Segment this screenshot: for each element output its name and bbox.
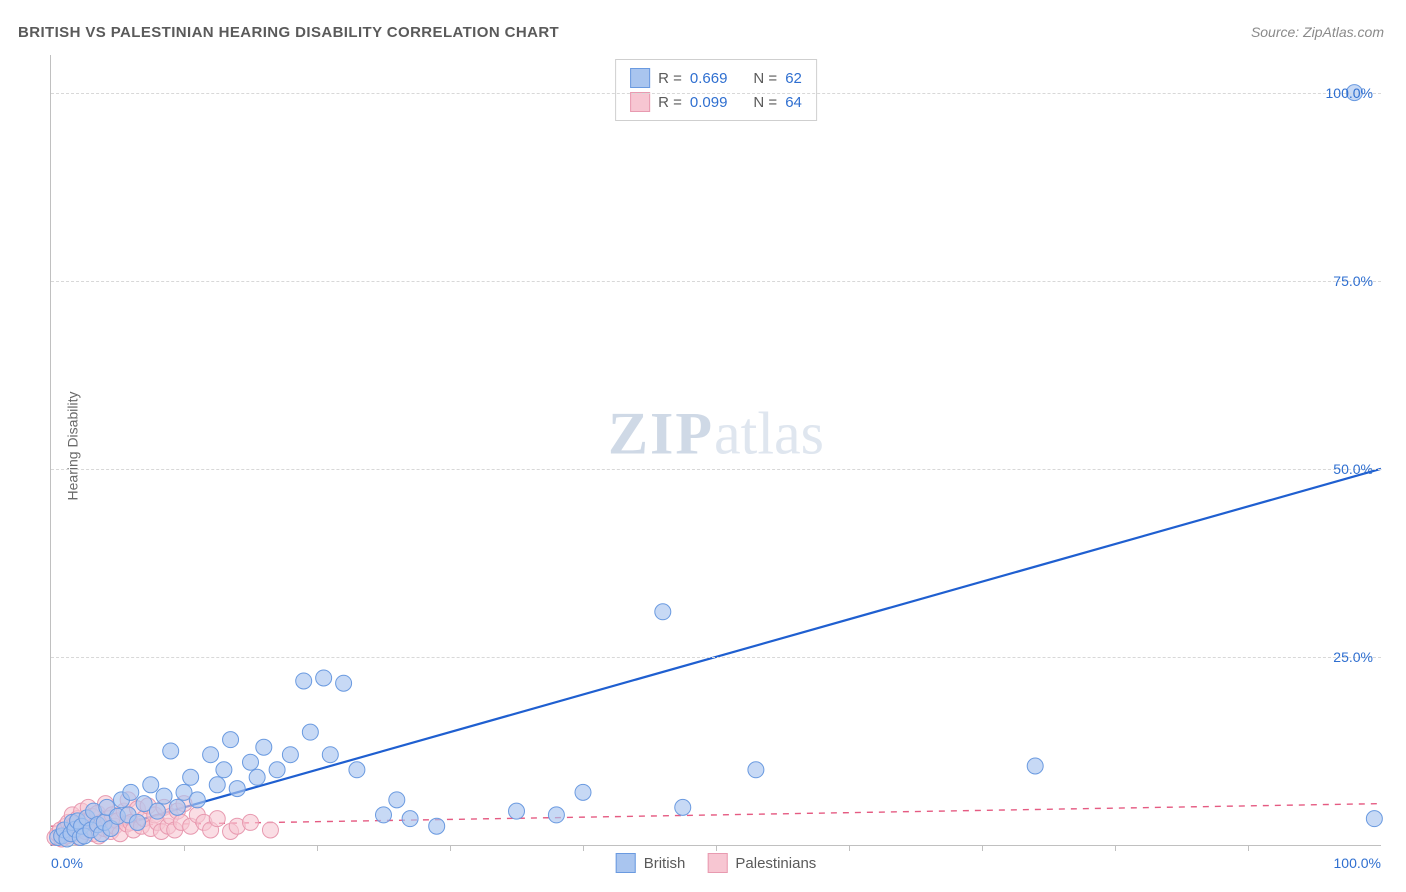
gridline bbox=[51, 469, 1381, 470]
data-point bbox=[349, 762, 365, 778]
data-point bbox=[748, 762, 764, 778]
legend-swatch bbox=[616, 853, 636, 873]
data-point bbox=[575, 784, 591, 800]
data-point bbox=[243, 754, 259, 770]
x-tick bbox=[184, 845, 185, 851]
data-point bbox=[163, 743, 179, 759]
data-point bbox=[189, 792, 205, 808]
data-point bbox=[262, 822, 278, 838]
legend-label: British bbox=[644, 855, 686, 872]
data-point bbox=[216, 762, 232, 778]
data-point bbox=[129, 814, 145, 830]
data-point bbox=[169, 799, 185, 815]
legend-swatch bbox=[707, 853, 727, 873]
data-point bbox=[1366, 811, 1382, 827]
gridline bbox=[51, 281, 1381, 282]
x-tick bbox=[1248, 845, 1249, 851]
x-tick bbox=[982, 845, 983, 851]
data-point bbox=[1027, 758, 1043, 774]
data-point bbox=[336, 675, 352, 691]
plot-area: ZIPatlas R =0.669N =62R =0.099N =64 Brit… bbox=[50, 55, 1381, 846]
legend-item: Palestinians bbox=[707, 853, 816, 873]
data-point bbox=[402, 811, 418, 827]
data-point bbox=[249, 769, 265, 785]
data-point bbox=[149, 803, 165, 819]
data-point bbox=[256, 739, 272, 755]
gridline bbox=[51, 657, 1381, 658]
data-point bbox=[389, 792, 405, 808]
data-point bbox=[223, 732, 239, 748]
data-point bbox=[123, 784, 139, 800]
chart-container: BRITISH VS PALESTINIAN HEARING DISABILIT… bbox=[0, 0, 1406, 892]
data-point bbox=[316, 670, 332, 686]
y-tick-label: 100.0% bbox=[1326, 85, 1373, 101]
data-point bbox=[229, 781, 245, 797]
data-point bbox=[429, 818, 445, 834]
data-point bbox=[302, 724, 318, 740]
series-legend: British Palestinians bbox=[616, 853, 817, 873]
data-point bbox=[209, 777, 225, 793]
y-tick-label: 50.0% bbox=[1333, 461, 1373, 477]
x-tick bbox=[1115, 845, 1116, 851]
gridline bbox=[51, 93, 1381, 94]
x-tick-label: 100.0% bbox=[1334, 855, 1381, 871]
chart-title: BRITISH VS PALESTINIAN HEARING DISABILIT… bbox=[18, 24, 559, 41]
data-point bbox=[675, 799, 691, 815]
data-point bbox=[548, 807, 564, 823]
data-point bbox=[296, 673, 312, 689]
source-label: Source: ZipAtlas.com bbox=[1251, 24, 1384, 40]
data-point bbox=[243, 814, 259, 830]
legend-item: British bbox=[616, 853, 686, 873]
chart-svg bbox=[51, 55, 1381, 845]
data-point bbox=[655, 604, 671, 620]
data-point bbox=[509, 803, 525, 819]
data-point bbox=[203, 747, 219, 763]
x-tick bbox=[450, 845, 451, 851]
data-point bbox=[282, 747, 298, 763]
y-tick-label: 75.0% bbox=[1333, 273, 1373, 289]
data-point bbox=[269, 762, 285, 778]
data-point bbox=[209, 811, 225, 827]
legend-label: Palestinians bbox=[735, 855, 816, 872]
data-point bbox=[156, 788, 172, 804]
x-tick bbox=[716, 845, 717, 851]
x-tick bbox=[849, 845, 850, 851]
x-tick bbox=[317, 845, 318, 851]
x-tick-label: 0.0% bbox=[51, 855, 83, 871]
x-tick bbox=[583, 845, 584, 851]
data-point bbox=[376, 807, 392, 823]
data-point bbox=[183, 769, 199, 785]
y-tick-label: 25.0% bbox=[1333, 649, 1373, 665]
data-point bbox=[143, 777, 159, 793]
data-point bbox=[322, 747, 338, 763]
